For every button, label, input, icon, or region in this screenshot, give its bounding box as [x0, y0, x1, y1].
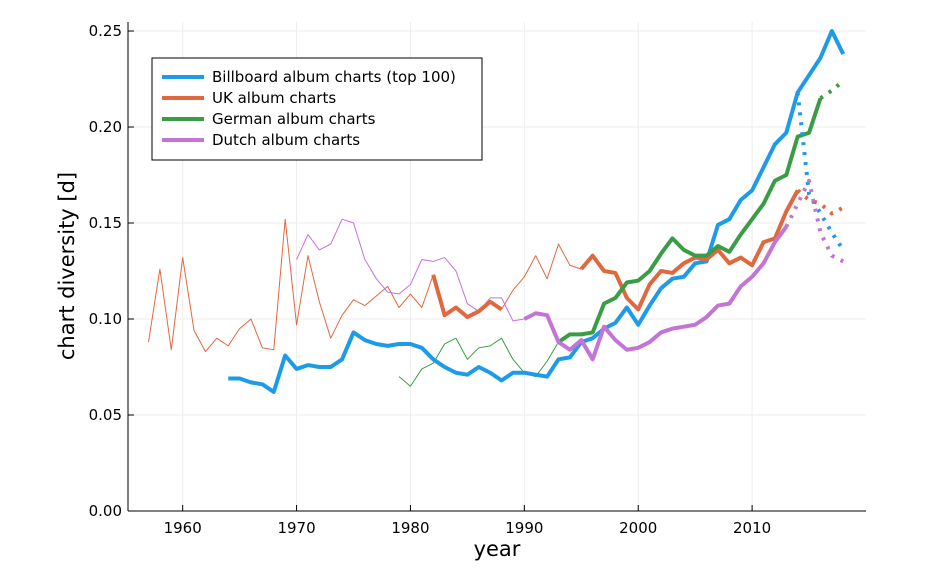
series-line [398, 337, 559, 387]
legend-label: Billboard album charts (top 100) [212, 68, 456, 86]
y-tick-label: 0.10 [89, 310, 122, 328]
series-line [431, 189, 800, 320]
legend-label: German album charts [212, 110, 376, 128]
x-tick-label: 1990 [505, 519, 543, 537]
series-line [148, 218, 582, 353]
x-axis-label: year [474, 537, 521, 561]
y-tick-label: 0.05 [89, 406, 122, 424]
y-axis-label: chart diversity [d] [55, 172, 79, 360]
y-tick-label: 0.00 [89, 502, 122, 520]
y-tick-label: 0.25 [89, 22, 122, 40]
series-line [784, 178, 845, 264]
x-tick-label: 1980 [391, 519, 429, 537]
legend-label: UK album charts [212, 89, 336, 107]
x-tick-label: 2010 [733, 519, 771, 537]
series-line [228, 29, 846, 394]
series-line [523, 225, 788, 362]
legend-label: Dutch album charts [212, 131, 360, 149]
series-line [819, 79, 845, 100]
x-tick-label: 1970 [277, 519, 315, 537]
y-tick-label: 0.20 [89, 118, 122, 136]
x-tick-label: 2000 [619, 519, 657, 537]
y-tick-label: 0.15 [89, 214, 122, 232]
x-tick-label: 1960 [164, 519, 202, 537]
series-line [795, 92, 845, 251]
legend-box [151, 57, 483, 161]
series-line [557, 97, 823, 344]
